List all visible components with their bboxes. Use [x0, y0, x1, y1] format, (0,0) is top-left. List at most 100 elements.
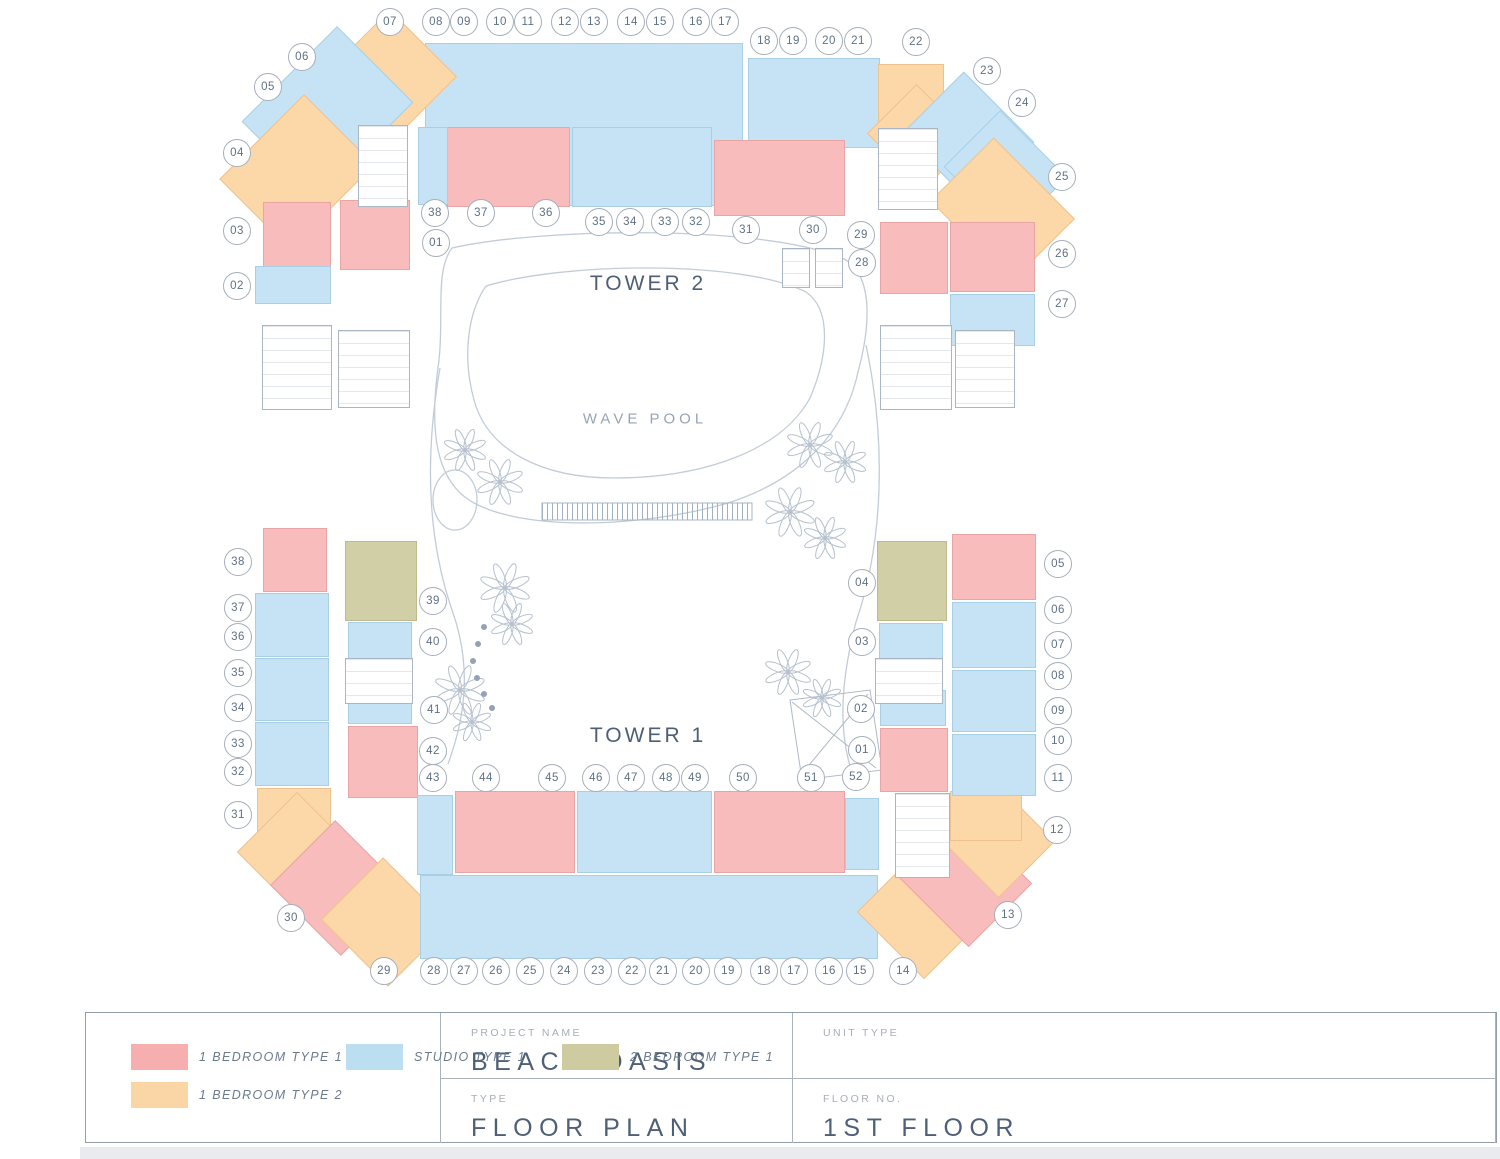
unit-number-marker: 32: [224, 758, 252, 786]
unit-number-marker: 10: [1044, 727, 1072, 755]
palm-tree: [765, 487, 815, 537]
unit-number-marker: 49: [681, 764, 709, 792]
legend-label: 1 BEDROOM TYPE 2: [199, 1088, 343, 1102]
unit-studio-type1: [255, 722, 329, 786]
unit-number-marker: 50: [729, 764, 757, 792]
title-block: PROJECT NAME BEACH OASIS UNIT TYPE 1 BED…: [85, 1012, 1497, 1143]
unit-1br-type1: [340, 200, 410, 270]
unit-number-marker: 19: [779, 27, 807, 55]
palm-tree: [787, 422, 833, 468]
unit-studio-type1: [417, 795, 453, 875]
type-label: TYPE: [471, 1093, 509, 1105]
stair-elevator-core: [875, 658, 943, 704]
unit-studio-type1: [418, 127, 448, 205]
stair-elevator-core: [880, 324, 952, 410]
unit-number-marker: 07: [376, 8, 404, 36]
unit-number-marker: 22: [618, 957, 646, 985]
unit-number-marker: 42: [419, 737, 447, 765]
plan-units-layer: [219, 9, 1075, 987]
unit-number-marker: 05: [254, 73, 282, 101]
unit-number-marker: 13: [994, 901, 1022, 929]
unit-2br-type1: [877, 541, 947, 621]
unit-1br-type1: [880, 222, 948, 294]
unit-1br-type1: [952, 534, 1036, 600]
unit-number-marker: 03: [223, 217, 251, 245]
unit-number-marker: 34: [616, 208, 644, 236]
floor-no-value: 1ST FLOOR: [823, 1114, 1020, 1142]
unit-number-marker: 39: [419, 587, 447, 615]
floor-plan-canvas: 07 08 09 10 11 12 13 14 15 16 17 18 19 20 21 22 23 24 25 26…: [219, 8, 1076, 987]
legend-swatch-2br-type1: [562, 1044, 619, 1070]
unit-number-marker: 35: [224, 659, 252, 687]
unit-number-marker: 48: [652, 764, 680, 792]
unit-number-marker: 21: [649, 957, 677, 985]
palm-tree: [480, 563, 530, 613]
unit-number-marker: 43: [419, 764, 447, 792]
unit-number-marker: 24: [1008, 89, 1036, 117]
unit-number-marker: 40: [419, 628, 447, 656]
unit-number-marker: 22: [902, 28, 930, 56]
unit-number-marker: 28: [420, 957, 448, 985]
unit-1br-type1: [880, 728, 948, 792]
unit-number-marker: 52: [842, 763, 870, 791]
stair-elevator-core: [955, 330, 1015, 408]
legend-item: STUDIO TYPE 1: [346, 1044, 526, 1070]
palm-tree: [765, 649, 811, 695]
unit-1br-type1: [446, 127, 570, 207]
unit-type-cell: UNIT TYPE: [793, 1013, 1496, 1079]
legend: 1 BEDROOM TYPE 1 STUDIO TYPE 1 2 BEDROOM T…: [86, 1013, 773, 1143]
tower-2-label: TOWER 2: [589, 272, 707, 295]
unit-studio-type1: [576, 791, 712, 873]
unit-1br-type1: [455, 791, 575, 873]
unit-number-marker: 06: [1044, 596, 1072, 624]
palm-tree: [435, 665, 485, 715]
unit-number-marker: 10: [486, 8, 514, 36]
unit-number-marker: 47: [617, 764, 645, 792]
unit-number-marker: 17: [711, 8, 739, 36]
legend-swatch-1br-type2: [131, 1082, 188, 1108]
unit-number-marker: 26: [482, 957, 510, 985]
legend-label: STUDIO TYPE 1: [414, 1050, 526, 1064]
unit-number-marker: 24: [550, 957, 578, 985]
wave-machine: [541, 502, 753, 521]
legend-label: 2 BEDROOM TYPE 1: [630, 1050, 774, 1064]
unit-number-marker: 14: [889, 957, 917, 985]
stair-elevator-core: [815, 248, 843, 288]
unit-number-marker: 14: [617, 8, 645, 36]
unit-number-marker: 37: [224, 594, 252, 622]
pathway-dot: [470, 658, 476, 664]
unit-number-marker: 38: [421, 199, 449, 227]
unit-studio-type1: [348, 622, 412, 662]
unit-number-marker: 33: [651, 208, 679, 236]
unit-studio-type1: [572, 127, 712, 207]
unit-number-marker: 46: [582, 764, 610, 792]
unit-number-marker: 17: [780, 957, 808, 985]
legend-label: 1 BEDROOM TYPE 1: [199, 1050, 343, 1064]
unit-number-marker: 12: [551, 8, 579, 36]
unit-number-marker: 25: [1048, 163, 1076, 191]
unit-number-marker: 21: [844, 27, 872, 55]
floor-no-cell: FLOOR NO. 1ST FLOOR: [793, 1079, 1496, 1143]
legend-swatch-1br-type1: [131, 1044, 188, 1070]
pathway-dot: [481, 691, 487, 697]
unit-number-marker: 11: [1044, 764, 1072, 792]
unit-number-marker: 30: [277, 904, 305, 932]
palm-tree: [444, 429, 486, 471]
unit-studio-type1: [879, 623, 943, 663]
unit-1br-type2: [950, 791, 1022, 841]
unit-number-marker: 30: [799, 216, 827, 244]
unit-number-marker: 32: [682, 208, 710, 236]
unit-number-marker: 18: [750, 27, 778, 55]
pathway-dot: [474, 675, 480, 681]
unit-studio-type1: [255, 266, 331, 304]
stair-elevator-core: [262, 324, 332, 410]
palm-tree: [804, 517, 846, 559]
unit-number-marker: 11: [514, 8, 542, 36]
unit-number-marker: 31: [732, 216, 760, 244]
stair-elevator-core: [338, 330, 410, 408]
unit-number-marker: 28: [848, 249, 876, 277]
unit-number-marker: 08: [422, 8, 450, 36]
unit-1br-type1: [713, 791, 845, 873]
unit-number-marker: 38: [224, 548, 252, 576]
unit-number-marker: 33: [224, 730, 252, 758]
